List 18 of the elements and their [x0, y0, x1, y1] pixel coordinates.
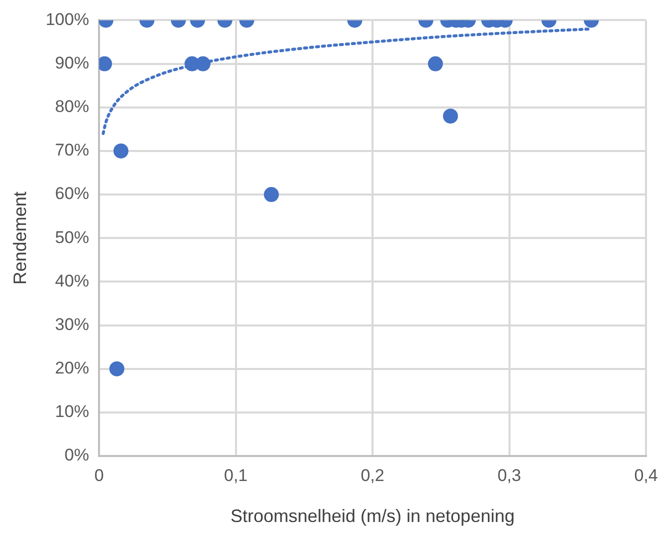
y-tick-label: 60%: [55, 184, 90, 204]
x-tick-label: 0,3: [497, 466, 522, 485]
y-tick-label: 0%: [64, 446, 90, 465]
x-tick-label: 0,2: [360, 466, 384, 485]
x-tick-label: 0: [94, 466, 104, 485]
x-tick-label: 0,4: [634, 466, 658, 485]
y-axis-title: Rendement: [10, 192, 30, 285]
y-tick-label: 30%: [55, 314, 90, 334]
y-tick-label: 100%: [46, 10, 90, 29]
x-axis-title: Stroomsnelheid (m/s) in netopening: [230, 506, 515, 526]
y-tick-label: 70%: [55, 140, 90, 160]
y-tick-label: 40%: [55, 271, 90, 290]
y-tick-label: 10%: [55, 402, 90, 422]
y-tick-label: 50%: [55, 228, 90, 247]
x-tick-label: 0,1: [224, 466, 248, 485]
y-tick-label: 20%: [55, 358, 90, 378]
y-tick-label: 90%: [55, 53, 90, 72]
y-tick-label: 80%: [55, 97, 90, 116]
